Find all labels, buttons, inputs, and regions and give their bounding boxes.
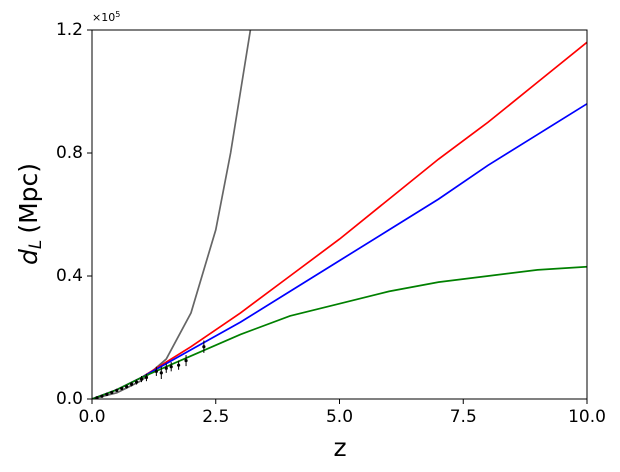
y-tick-label: 1.2 [56, 20, 83, 40]
y-axis-label: dL (Mpc) [14, 163, 46, 265]
y-label-symbol: d [14, 249, 43, 265]
data-point [115, 388, 119, 392]
data-point [202, 345, 206, 349]
data-point [105, 392, 109, 396]
line-series [92, 30, 252, 399]
y-tick-label: 0.0 [56, 389, 83, 409]
data-point [110, 390, 114, 395]
y-label-unit: (Mpc) [14, 163, 43, 234]
data-point [100, 394, 104, 398]
offset-base: ×10 [92, 11, 115, 24]
data-point [120, 386, 124, 391]
data-point [139, 377, 144, 381]
data-point [184, 358, 188, 363]
offset-exponent: 5 [115, 10, 120, 19]
data-point [169, 365, 173, 369]
x-tick-label: 7.5 [450, 407, 477, 427]
x-axis-label: z [333, 433, 346, 462]
plot-area [92, 30, 587, 399]
data-point [144, 375, 149, 380]
x-tick-label: 0.0 [78, 407, 105, 427]
y-tick-label: 0.4 [56, 266, 83, 286]
line-series [92, 265, 587, 399]
data-point [95, 396, 99, 399]
x-tick-label: 2.5 [202, 407, 229, 427]
line-series [92, 41, 587, 399]
data-point [177, 363, 181, 367]
data-point [125, 385, 129, 389]
data-point [159, 371, 163, 375]
data-point [164, 366, 168, 370]
y-tick-label: 0.8 [56, 143, 83, 163]
x-tick-label: 5.0 [326, 407, 353, 427]
data-point [134, 380, 139, 384]
data-point [130, 382, 134, 386]
y-label-subscript: L [26, 240, 46, 249]
line-series [92, 103, 587, 399]
x-tick-label: 10.0 [568, 407, 606, 427]
data-point [154, 369, 158, 373]
y-offset: ×105 [92, 10, 120, 25]
axes-frame [91, 29, 588, 400]
